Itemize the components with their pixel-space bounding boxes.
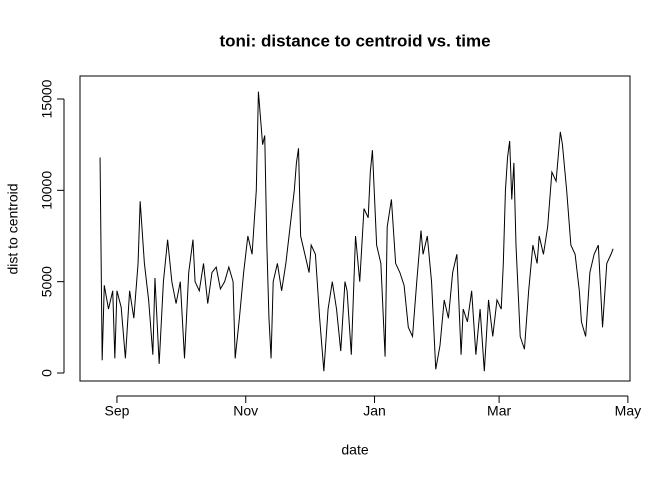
y-axis-label: dist to centroid [5, 183, 21, 274]
data-line [99, 91, 614, 372]
x-tick-label: Nov [233, 403, 258, 419]
chart-title: toni: distance to centroid vs. time [219, 31, 490, 50]
x-tick-label: Sep [104, 403, 129, 419]
x-tick-label: Jan [363, 403, 386, 419]
y-tick-label: 0 [39, 369, 55, 377]
y-tick-label: 10000 [39, 171, 55, 210]
plot-frame [79, 75, 631, 382]
y-tick-label: 5000 [39, 266, 55, 297]
x-tick-label: Mar [487, 403, 511, 419]
x-axis-label: date [341, 442, 368, 458]
x-tick-label: May [615, 403, 641, 419]
y-tick-label: 15000 [39, 79, 55, 118]
